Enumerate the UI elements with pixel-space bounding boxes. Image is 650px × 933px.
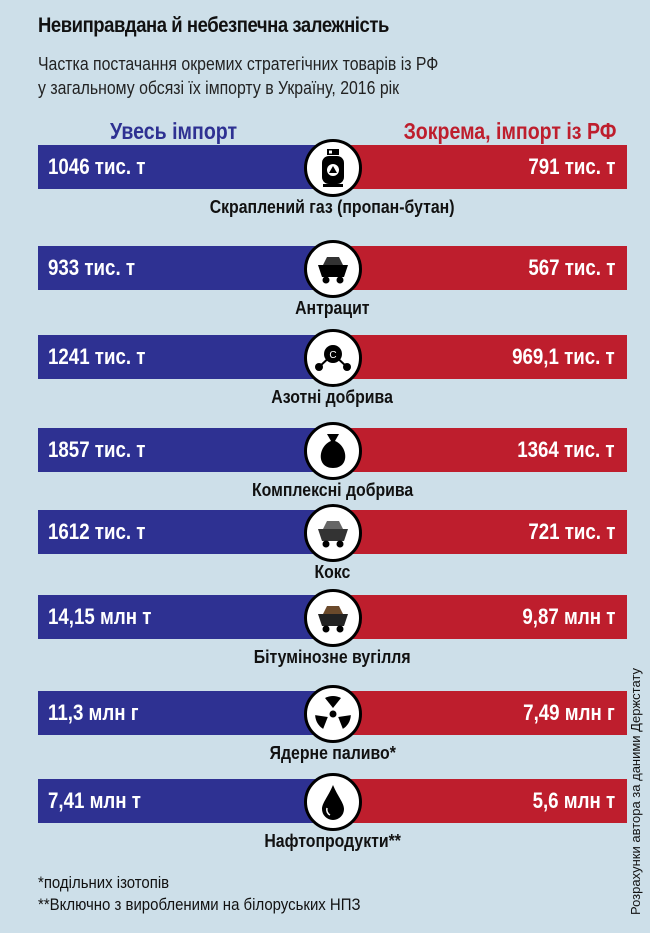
- coal-cart-icon: [304, 240, 362, 298]
- total-import-value: 1241 тис. т: [48, 344, 146, 369]
- total-import-bar: 14,15 млн т: [38, 595, 333, 639]
- total-import-value: 933 тис. т: [48, 255, 136, 280]
- footnote: **Включно з виробленими на білоруських Н…: [38, 895, 361, 914]
- commodity-name: Комплексні добрива: [251, 480, 414, 500]
- russia-import-bar: 9,87 млн т: [333, 595, 627, 639]
- russia-import-value: 9,87 млн т: [522, 604, 615, 629]
- total-import-value: 1046 тис. т: [48, 154, 146, 179]
- total-import-value: 1857 тис. т: [48, 437, 146, 462]
- legend-russia-import: Зокрема, імпорт із РФ: [403, 118, 616, 144]
- russia-import-bar: 721 тис. т: [333, 510, 627, 554]
- total-import-value: 11,3 млн г: [48, 700, 139, 725]
- fertilizer-bag-icon: [304, 422, 362, 480]
- total-import-bar: 1241 тис. т: [38, 335, 333, 379]
- subtitle-line: Частка постачання окремих стратегічних т…: [38, 54, 439, 74]
- radiation-icon: [304, 685, 362, 743]
- commodity-row: 933 тис. т 567 тис. т Антрацит: [38, 240, 627, 338]
- commodity-row: 7,41 млн т 5,6 млн т Нафтопродукти**: [38, 773, 627, 871]
- commodity-row: 1046 тис. т 791 тис. т Скраплений газ (про…: [38, 139, 627, 237]
- total-import-bar: 1857 тис. т: [38, 428, 333, 472]
- commodity-label: Азотні добрива: [38, 387, 627, 408]
- total-import-bar: 1612 тис. т: [38, 510, 333, 554]
- russia-import-bar: 7,49 млн г: [333, 691, 627, 735]
- commodity-label: Скраплений газ (пропан-бутан): [38, 197, 627, 218]
- russia-import-value: 969,1 тис. т: [512, 344, 615, 369]
- commodity-label: Кокс: [38, 562, 627, 583]
- commodity-label: Комплексні добрива: [38, 480, 627, 501]
- footnote: *подільних ізотопів: [38, 873, 170, 892]
- russia-import-value: 7,49 млн г: [523, 700, 615, 725]
- subtitle-line: у загальному обсязі їх імпорту в Україну…: [38, 78, 400, 98]
- total-import-value: 14,15 млн т: [48, 604, 152, 629]
- molecule-icon: C: [304, 329, 362, 387]
- russia-import-bar: 5,6 млн т: [333, 779, 627, 823]
- footnotes: *подільних ізотопів **Включно з вироблен…: [38, 872, 361, 916]
- commodity-row: 14,15 млн т 9,87 млн т Бітумінозне вугілля: [38, 589, 627, 687]
- source-note: Розрахунки автора за даними Держстату: [628, 668, 643, 915]
- commodity-name: Бітумінозне вугілля: [254, 647, 411, 667]
- commodity-row: 1612 тис. т 721 тис. т Кокс: [38, 504, 627, 602]
- commodity-name: Азотні добрива: [271, 387, 394, 407]
- coke-cart-icon: [304, 504, 362, 562]
- commodity-row: 11,3 млн г 7,49 млн г Ядерне паливо*: [38, 685, 627, 783]
- commodity-row: 1241 тис. т 969,1 тис. т C Азотні добрива: [38, 329, 627, 427]
- total-import-bar: 7,41 млн т: [38, 779, 333, 823]
- russia-import-value: 1364 тис. т: [517, 437, 615, 462]
- commodity-name: Ядерне паливо*: [269, 743, 396, 763]
- commodity-label: Бітумінозне вугілля: [38, 647, 627, 668]
- total-import-bar: 933 тис. т: [38, 246, 333, 290]
- russia-import-value: 721 тис. т: [527, 519, 615, 544]
- russia-import-bar: 969,1 тис. т: [333, 335, 627, 379]
- total-import-value: 1612 тис. т: [48, 519, 146, 544]
- russia-import-bar: 791 тис. т: [333, 145, 627, 189]
- commodity-row: 1857 тис. т 1364 тис. т Комплексні добрива: [38, 422, 627, 520]
- total-import-bar: 11,3 млн г: [38, 691, 333, 735]
- page-title: Невиправдана й небезпечна залежність: [38, 14, 389, 37]
- commodity-name: Нафтопродукти**: [264, 831, 401, 851]
- commodity-label: Антрацит: [38, 298, 627, 319]
- total-import-bar: 1046 тис. т: [38, 145, 333, 189]
- legend-total-import: Увесь імпорт: [110, 118, 238, 144]
- russia-import-bar: 567 тис. т: [333, 246, 627, 290]
- commodity-label: Нафтопродукти**: [38, 831, 627, 852]
- russia-import-value: 567 тис. т: [527, 255, 615, 280]
- russia-import-value: 5,6 млн т: [532, 788, 615, 813]
- russia-import-bar: 1364 тис. т: [333, 428, 627, 472]
- total-import-value: 7,41 млн т: [48, 788, 141, 813]
- commodity-name: Скраплений газ (пропан-бутан): [210, 197, 455, 217]
- russia-import-value: 791 тис. т: [527, 154, 615, 179]
- subtitle: Частка постачання окремих стратегічних т…: [38, 52, 438, 100]
- gas-cylinder-icon: [304, 139, 362, 197]
- svg-text:C: C: [329, 350, 336, 361]
- coal-cart-brown-icon: [304, 589, 362, 647]
- commodity-label: Ядерне паливо*: [38, 743, 627, 764]
- commodity-name: Антрацит: [295, 298, 370, 318]
- oil-drop-icon: [304, 773, 362, 831]
- commodity-name: Кокс: [314, 562, 351, 582]
